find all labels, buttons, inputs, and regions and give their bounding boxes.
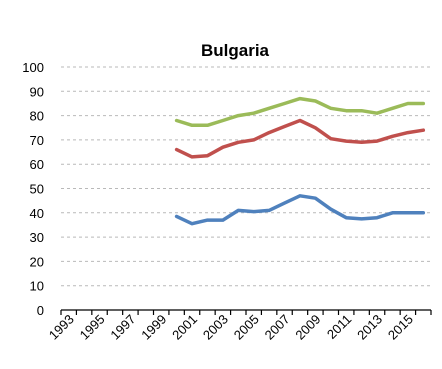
y-tick-label: 30	[30, 230, 44, 245]
y-tick-label: 70	[30, 133, 44, 148]
x-tick-label: 2015	[385, 312, 416, 343]
y-tick-label: 10	[30, 279, 44, 294]
x-tick-label: 2001	[169, 312, 200, 343]
grid-layer	[61, 66, 431, 287]
series-line-3	[174, 194, 426, 226]
x-tick-label: 1997	[107, 312, 138, 343]
y-tick-labels: 0 10 20 30 40 50 60 70 80 90 100	[22, 60, 44, 318]
y-tick-label: 60	[30, 157, 44, 172]
y-tick-label: 80	[30, 109, 44, 124]
y-tick-label: 40	[30, 206, 44, 221]
x-tick-label: 2007	[262, 312, 293, 343]
x-tick-label: 2013	[354, 312, 385, 343]
series-layer	[174, 96, 426, 226]
y-tick-label: 50	[30, 182, 44, 197]
x-tick-label: 1999	[138, 312, 169, 343]
x-tick-label: 1993	[46, 312, 77, 343]
x-tick-label: 2009	[292, 312, 323, 343]
x-tick-label: 2011	[324, 312, 354, 342]
series-line-1	[174, 96, 426, 128]
x-tick-label: 2003	[200, 312, 231, 343]
x-axis: 1993 1995 1997 1999 2001 2003 2005 2007 2009 2011…	[46, 309, 432, 343]
chart-title: Bulgaria	[201, 41, 270, 60]
series-line-2	[174, 118, 426, 159]
y-tick-label: 0	[37, 303, 44, 318]
x-tick-label: 2005	[231, 312, 262, 343]
y-tick-label: 100	[22, 60, 44, 75]
x-tick-label: 1995	[77, 312, 108, 343]
y-tick-label: 90	[30, 84, 44, 99]
y-tick-label: 20	[30, 254, 44, 269]
